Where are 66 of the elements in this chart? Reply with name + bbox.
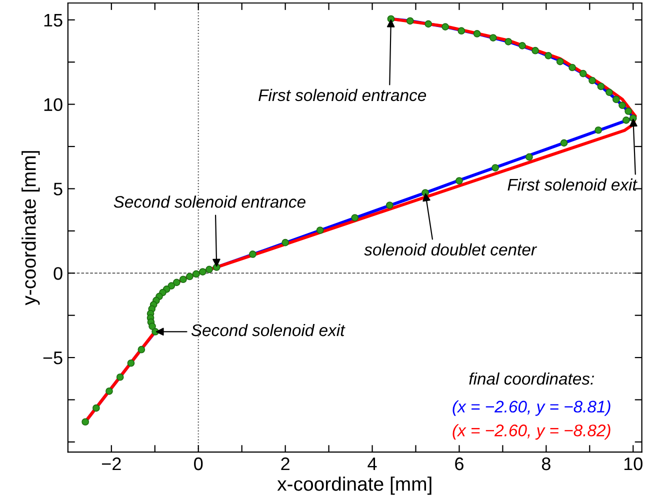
x-axis-title: x-coordinate [mm] [277,476,432,495]
x-tick-label: 2 [281,457,290,470]
annotation: (x = −2.60, y = −8.82) [452,424,610,440]
point [168,282,176,290]
point [456,177,463,184]
y-tick-label: 10 [44,98,62,112]
x-tick-label: 0 [194,457,203,470]
point [206,266,213,274]
point [622,116,630,124]
point [138,346,146,354]
point [618,102,626,109]
point [386,202,394,209]
point [532,46,539,54]
point [351,214,359,222]
point [186,272,194,280]
point [192,270,200,278]
point [504,38,512,46]
point [442,23,449,30]
annotation: final coordinates: [469,372,594,385]
point [127,359,135,367]
point [106,387,113,395]
x-tick-label: −2 [102,457,121,470]
point [526,153,533,161]
point [624,108,632,115]
point [179,276,187,284]
annotation: (x = −2.60, y = −8.81) [452,400,610,416]
x-tick-label: 8 [542,457,550,470]
point [116,373,124,381]
point [316,226,324,234]
x-tick-label: 4 [368,458,377,470]
point [612,96,620,104]
point [458,27,466,35]
point [489,34,497,42]
point [597,82,605,90]
annotation: Second solenoid entrance [114,196,306,208]
point [282,238,289,246]
point [473,30,481,38]
annotation: First solenoid exit [508,178,638,191]
y-tick-label: 5 [54,182,62,196]
annotation: First solenoid entrance [258,88,426,102]
x-tick-label: 6 [455,457,464,470]
point [588,76,596,84]
point [560,139,568,147]
point [606,88,613,96]
point [249,250,256,258]
point [544,52,552,60]
y-tick-label: 15 [44,14,62,27]
point [199,268,206,276]
point [568,64,576,72]
point [148,322,156,330]
point [92,404,100,412]
point [579,70,587,78]
point [556,58,564,66]
point [82,418,90,426]
point [594,126,602,134]
x-tick-label: 10 [624,457,642,470]
annotation: Second solenoid exit [191,324,346,336]
point [492,164,499,172]
point [518,42,526,50]
y-tick-label: 0 [54,267,62,280]
point [424,20,432,28]
annotation: solenoid doublet center [364,243,538,256]
y-axis-title: y-coordinate [mm] [22,151,40,306]
y-tick-label: −5 [43,352,62,364]
point [406,17,414,25]
point [172,278,180,286]
